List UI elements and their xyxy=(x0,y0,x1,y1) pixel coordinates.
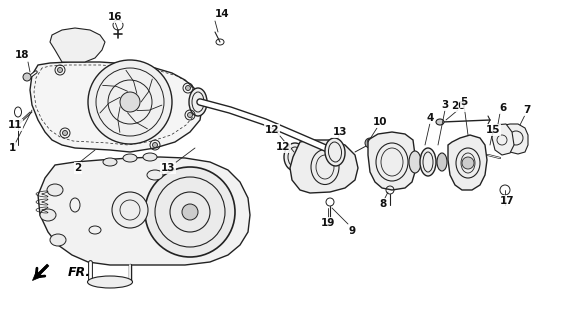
Text: 11: 11 xyxy=(8,120,22,130)
Ellipse shape xyxy=(420,148,436,176)
Polygon shape xyxy=(492,124,514,155)
Text: 5: 5 xyxy=(461,97,467,107)
Text: 19: 19 xyxy=(321,218,335,228)
Polygon shape xyxy=(32,264,49,281)
Circle shape xyxy=(112,192,148,228)
Ellipse shape xyxy=(284,143,306,171)
Circle shape xyxy=(23,73,31,81)
Polygon shape xyxy=(505,124,528,154)
Ellipse shape xyxy=(147,170,163,180)
Text: 17: 17 xyxy=(500,196,514,206)
Ellipse shape xyxy=(123,154,137,162)
Text: 15: 15 xyxy=(486,125,500,135)
Text: 3: 3 xyxy=(441,100,449,110)
Ellipse shape xyxy=(436,119,444,125)
Circle shape xyxy=(57,68,62,73)
Ellipse shape xyxy=(409,151,421,173)
Ellipse shape xyxy=(47,184,63,196)
Text: 12: 12 xyxy=(265,125,279,135)
Ellipse shape xyxy=(50,234,66,246)
Text: 20: 20 xyxy=(451,101,465,111)
Circle shape xyxy=(462,157,474,169)
Ellipse shape xyxy=(143,153,157,161)
Polygon shape xyxy=(50,28,105,62)
Circle shape xyxy=(88,60,172,144)
Text: 16: 16 xyxy=(108,12,122,22)
Text: 6: 6 xyxy=(499,103,507,113)
Polygon shape xyxy=(38,157,250,265)
Ellipse shape xyxy=(103,158,117,166)
Circle shape xyxy=(152,142,157,148)
Circle shape xyxy=(187,113,193,117)
Ellipse shape xyxy=(437,153,447,171)
Text: 7: 7 xyxy=(523,105,531,115)
Circle shape xyxy=(145,167,235,257)
Text: 14: 14 xyxy=(215,9,229,19)
Text: 13: 13 xyxy=(161,163,176,173)
Text: 18: 18 xyxy=(15,50,29,60)
Circle shape xyxy=(365,138,375,148)
Ellipse shape xyxy=(189,88,207,116)
Circle shape xyxy=(62,131,68,135)
Circle shape xyxy=(186,85,190,91)
Polygon shape xyxy=(30,62,202,152)
Text: 12: 12 xyxy=(275,142,290,152)
Ellipse shape xyxy=(325,138,345,166)
Circle shape xyxy=(120,92,140,112)
Text: 9: 9 xyxy=(348,226,356,236)
Text: 13: 13 xyxy=(333,127,347,137)
Ellipse shape xyxy=(40,209,56,221)
Text: 4: 4 xyxy=(427,113,434,123)
Text: 1: 1 xyxy=(9,143,16,153)
Text: 8: 8 xyxy=(379,199,387,209)
Circle shape xyxy=(182,204,198,220)
Text: 2: 2 xyxy=(74,163,82,173)
Text: 10: 10 xyxy=(373,117,387,127)
Ellipse shape xyxy=(87,276,132,288)
Polygon shape xyxy=(290,140,358,193)
Polygon shape xyxy=(448,135,487,190)
Text: FR.: FR. xyxy=(68,267,91,279)
Polygon shape xyxy=(368,132,415,190)
